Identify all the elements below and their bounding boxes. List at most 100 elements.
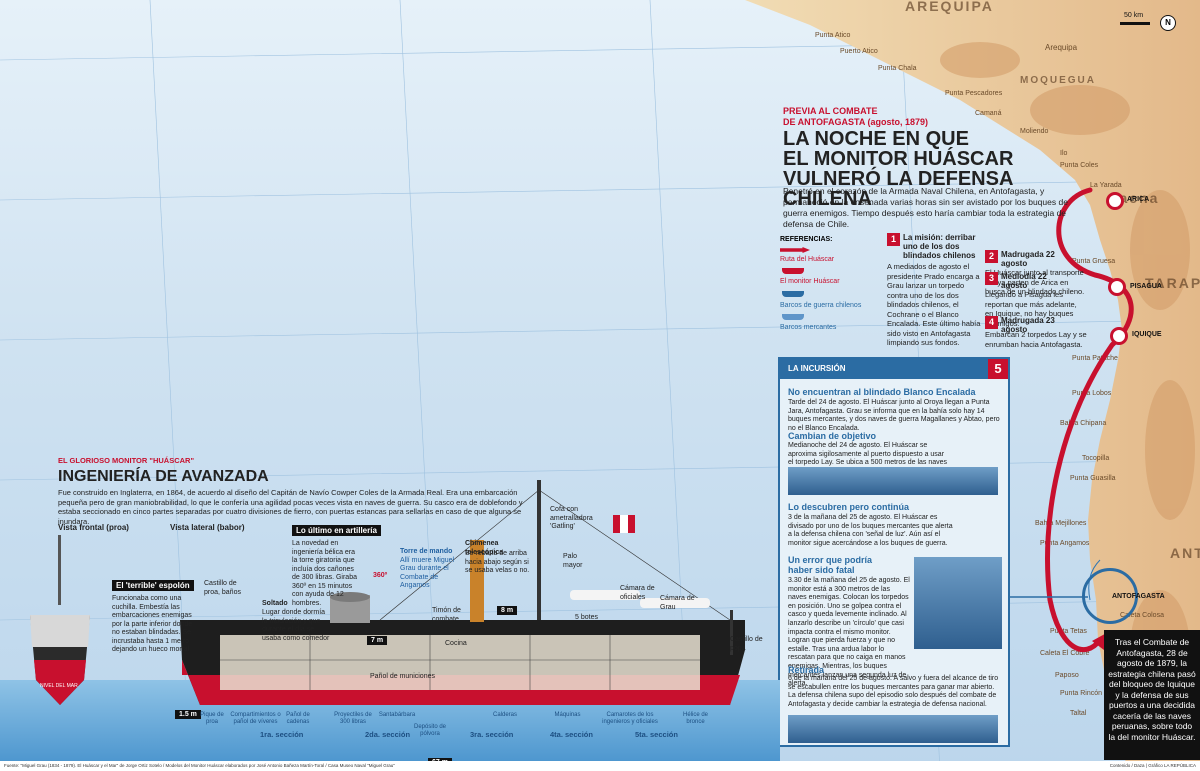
place-label: Punta Coles [1060, 162, 1099, 169]
step-2-number: 2 [985, 250, 998, 263]
botes-label: 5 botes [575, 614, 598, 621]
place-label: Punta Rincón [1060, 690, 1103, 697]
credits-source: Fuente: "Miguel Grau (1834 - 1879). El H… [0, 761, 1200, 771]
place-label: Punta Lobos [1072, 390, 1112, 397]
place-label: Ilo [1060, 150, 1068, 157]
incursion-block-1-title: No encuentran al blindado Blanco Encalad… [788, 387, 976, 397]
incursion-panel: LA INCURSIÓN 5 No encuentran al blindado… [778, 357, 1010, 747]
camara-grau-label: Cámara de Grau [660, 595, 695, 611]
incursion-scene-image [788, 715, 998, 743]
incursion-block-1-text: Tarde del 24 de agosto. El Huáscar junto… [788, 399, 1000, 432]
incursion-step-number: 5 [988, 359, 1008, 379]
palo-label: Palo mayor [563, 553, 583, 569]
map-region-antofagasta: ANTOF [1170, 545, 1200, 561]
incursion-block-5-text: 6 de la mañana del 25 de agosto. A salvo… [788, 675, 999, 708]
step-3-text: Llegando a Pisagua les reportan que más … [985, 290, 1077, 328]
map-city-arequipa: Arequipa [1045, 43, 1078, 52]
north-compass-icon: N [1160, 15, 1176, 31]
espolon-label: El 'terrible' espolón [112, 580, 194, 591]
ship-intro: Fue construido en Inglaterra, en 1864, d… [58, 488, 523, 526]
place-label: Paposo [1055, 672, 1079, 679]
cofa-label: Cofa con ametralladora 'Gatling' [550, 506, 593, 530]
incursion-scene-image [788, 467, 998, 495]
final-note-box: Tras el Combate de Antofagasta, 28 de ag… [1104, 630, 1200, 760]
ship-kicker: EL GLORIOSO MONITOR "HUÁSCAR" [58, 456, 195, 465]
ship-merchant-icon [782, 314, 804, 320]
step-1-text: A mediados de agosto el presidente Prado… [887, 262, 981, 347]
header-title: LA NOCHE EN QUE EL MONITOR HUÁSCAR VULNE… [783, 128, 1014, 210]
ref-route-label: Ruta del Huáscar [780, 256, 835, 263]
place-label: La Yarada [1090, 182, 1122, 189]
section-3-label: 3ra. sección [470, 730, 514, 739]
incursion-block-4-text: 3.30 de la mañana del 25 de agosto. El m… [788, 577, 910, 688]
place-label: Moliendo [1020, 128, 1049, 135]
map-region-moquegua: MOQUEGUA [1020, 75, 1096, 86]
step-1-number: 1 [887, 233, 900, 246]
place-label: Punta Pescadores [945, 90, 1003, 97]
section-4-label: 4ta. sección [550, 730, 593, 739]
port-marker-antofagasta[interactable] [1082, 568, 1138, 624]
incursion-block-3-text: 3 de la mañana del 25 de agosto. El Huás… [788, 514, 953, 547]
port-marker-pisagua[interactable] [1108, 278, 1126, 296]
component-label: Santabárbara [378, 712, 416, 718]
artilleria-label: Lo último en artillería [292, 525, 381, 536]
ref-huascar-label: El monitor Huáscar [780, 278, 840, 285]
place-label: Bahía Mejillones [1035, 520, 1087, 527]
incursion-header: LA INCURSIÓN [780, 359, 1008, 379]
step-3-title: Mediodía 22 agosto [1001, 272, 1047, 290]
step-4-number: 4 [985, 316, 998, 329]
incursion-scene-image [914, 557, 1002, 649]
port-marker-iquique[interactable] [1110, 327, 1128, 345]
soltado-label: Soltado [262, 600, 288, 607]
place-label: Caleta El Cobre [1040, 650, 1090, 657]
dim-7m: 7 m [367, 636, 388, 645]
component-label: Pique de proa [200, 712, 224, 725]
chimenea-text: Se rebatía de arriba hacia abajo según s… [465, 550, 530, 574]
incursion-block-2-title: Cambian de objetivo [788, 431, 877, 441]
component-label: Camarotes de los ingenieros y oficiales [602, 712, 658, 725]
ship-warship-icon [782, 291, 804, 297]
component-label: Pañol de cadenas [286, 712, 310, 725]
header-intro: Penetró en el corazón de la Armada Naval… [783, 186, 1068, 229]
camara-oficiales-label: Cámara de oficiales [620, 585, 655, 601]
ref-warship-label: Barcos de guerra chilenos [780, 302, 862, 309]
soltado-text: Lugar donde dormía la tripulación y que … [262, 609, 330, 642]
dim-8m: 8 m [497, 606, 518, 615]
component-label: Compartimientos o pañol de víveres [230, 712, 281, 725]
incursion-block-5-title: Retirada [788, 665, 825, 675]
step-4-text: Embarcan 2 torpedos Lay y se enrumban ha… [985, 330, 1087, 349]
scale-label: 50 km [1124, 12, 1144, 19]
castillo-proa-label: Castillo de proa, baños [204, 580, 241, 596]
place-label: Taltal [1070, 710, 1087, 717]
map-region-arequipa: AREQUIPA [905, 0, 994, 14]
component-label: Calderas [492, 712, 517, 718]
step-4-title: Madrugada 23 agosto [1001, 316, 1055, 334]
torre-mando-callout: Torre de mando Allí muere Miguel Grau du… [400, 548, 455, 589]
place-label: Punta Atico [815, 32, 851, 39]
chimenea-title: Chimenea telescópica [465, 540, 504, 556]
view-front-label: Vista frontal (proa) [58, 523, 129, 532]
espolon-text: Funcionaba como una cuchilla. Embestía l… [112, 595, 193, 653]
map-region-tarapaca: TARAPAC [1145, 275, 1200, 291]
port-marker-arica[interactable] [1106, 192, 1124, 210]
place-label: Tocopilla [1082, 455, 1110, 462]
castillo-popa-label: Castillo de popa [730, 636, 763, 652]
ship-huascar-icon [782, 268, 804, 274]
step-2-text: El Huáscar junto al transporte Oroya par… [985, 268, 1085, 296]
port-label-arica: ARICA [1127, 196, 1150, 203]
port-label-iquique: IQUIQUE [1132, 331, 1162, 338]
credits-author: Contenido / Daza | Gráfico LA REPÚBLICA [1109, 763, 1196, 768]
ship-side-view [180, 480, 745, 705]
place-label: Punta Patache [1072, 355, 1118, 362]
incursion-block-4-title: Un error que podría haber sido fatal [788, 555, 873, 575]
artilleria-text: La novedad en ingeniería bélica era la t… [292, 540, 357, 607]
place-label: Caleta Colosa [1120, 612, 1164, 619]
header-kicker: PREVIA AL COMBATE DE ANTOFAGASTA (agosto… [783, 106, 929, 127]
ref-merchant-label: Barcos mercantes [780, 324, 837, 331]
port-label-antofagasta: ANTOFAGASTA [1112, 593, 1165, 600]
place-label: Puerto Atico [840, 48, 878, 55]
component-label: Máquinas [554, 712, 581, 718]
ship-title: INGENIERÍA DE AVANZADA [58, 468, 269, 485]
section-2-label: 2da. sección [365, 730, 411, 739]
